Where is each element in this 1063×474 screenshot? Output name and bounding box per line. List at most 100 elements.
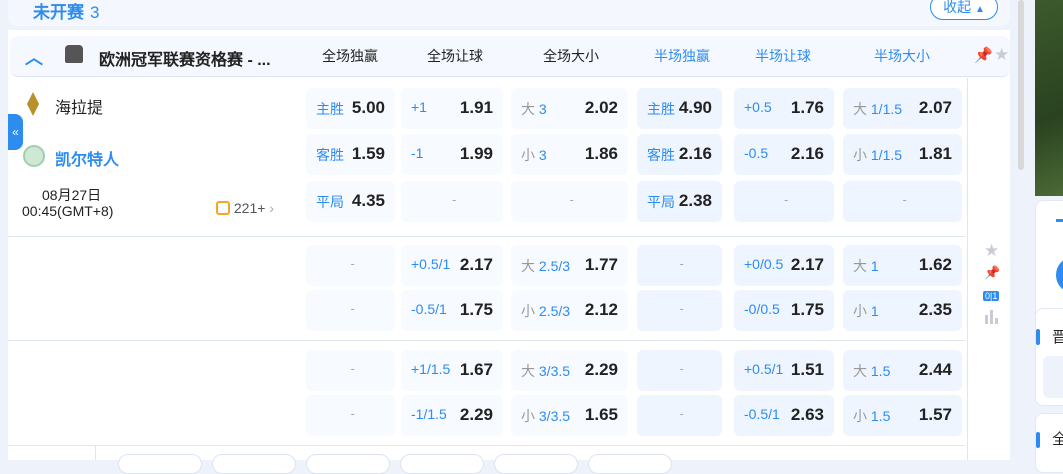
odds-cell[interactable]: 客胜 2.16 [637,134,722,175]
odds-value: 2.02 [584,98,618,117]
odds-cell[interactable]: 平局 4.35 [306,181,395,222]
odds-label: 小 1/1.5 [853,147,903,163]
odds-label: -0.5/1 [411,301,447,317]
collapse-button[interactable]: 收起 ▲ [930,0,998,20]
filter-pill[interactable] [494,454,578,474]
away-team-name[interactable]: 凯尔特人 [55,152,120,169]
odds-label: 小 1 [853,303,879,319]
odds-value: 2.12 [584,300,618,319]
filter-pill[interactable] [212,454,296,474]
panel-card-2: 全 [1035,413,1063,473]
odds-cell[interactable]: +0/0.5 2.17 [734,245,834,286]
panel-card-1: 晋 [1035,308,1063,406]
odds-label: 平局 [316,194,344,210]
odds-cell[interactable]: 小 1/1.5 1.81 [843,134,962,175]
odds-empty: - [784,192,789,207]
section-header [8,0,1010,26]
odds-cell[interactable]: 大 3/3.5 2.29 [511,350,628,391]
odds-value: 2.29 [459,405,493,424]
pin-icon[interactable]: 📌 [984,265,1001,280]
odds-empty: - [452,192,457,207]
section-count: 3 [90,3,100,22]
filter-pill[interactable] [400,454,484,474]
odds-value: 1.77 [584,255,618,274]
odds-value: 1.86 [584,144,618,163]
star-icon[interactable]: ★ [994,45,1010,64]
odds-cell[interactable]: 客胜 1.59 [306,134,395,175]
odds-cell[interactable]: -0.5/1 2.63 [734,395,834,436]
odds-cell[interactable]: 大 3 2.02 [511,88,628,129]
odds-cell[interactable]: +0.5 1.76 [734,88,834,129]
odds-cell[interactable]: +1 1.91 [401,88,503,129]
odds-cell[interactable]: 大 1 1.62 [843,245,962,286]
match-time: 00:45(GMT+8) [22,203,114,219]
col-header[interactable]: 半场独赢 [654,48,710,64]
odds-cell[interactable]: 小 2.5/3 2.12 [511,290,628,331]
pin-icon[interactable]: 📌 [974,47,993,64]
odds-cell[interactable]: -1 1.99 [401,134,503,175]
odds-cell[interactable]: -0/0.5 1.75 [734,290,834,331]
panel-title: 晋 [1052,329,1063,346]
odds-label: -0.5/1 [744,406,780,422]
odds-label: +1 [411,99,427,115]
odds-cell[interactable]: 主胜 5.00 [306,88,395,129]
odds-cell[interactable]: 小 1.5 1.57 [843,395,962,436]
filter-pill[interactable] [588,454,672,474]
odds-cell[interactable]: 大 1.5 2.44 [843,350,962,391]
odds-empty: - [350,301,355,316]
odds-empty: - [350,406,355,421]
away-team-logo [23,145,45,167]
odds-label: 客胜 [647,147,675,163]
odds-cell: - [843,181,962,222]
odds-cell[interactable]: -0.5/1 1.75 [401,290,503,331]
filter-pill[interactable] [118,454,202,474]
odds-cell[interactable]: 主胜 4.90 [637,88,722,129]
more-markets-link[interactable]: 221+ › [216,200,274,216]
odds-label: 大 3/3.5 [521,363,571,379]
scrollbar[interactable] [1018,0,1024,170]
col-header[interactable]: 半场让球 [755,48,811,64]
stats-bar-icon[interactable] [985,310,999,324]
odds-cell[interactable]: -0.5 2.16 [734,134,834,175]
odds-cell[interactable]: 平局 2.38 [637,181,722,222]
divider [967,78,968,460]
col-header: 全场独赢 [322,48,378,64]
odds-cell[interactable]: +1/1.5 1.67 [401,350,503,391]
odds-value: 2.17 [459,255,493,274]
odds-value: 2.07 [918,98,952,117]
odds-value: 2.16 [678,144,712,163]
odds-cell[interactable]: 小 1 2.35 [843,290,962,331]
star-icon[interactable]: ★ [984,241,1000,260]
odds-cell: - [637,350,722,391]
odds-label: +1/1.5 [411,361,451,377]
odds-label: -1 [411,145,424,161]
odds-label: 小 2.5/3 [521,303,571,319]
double-chevron-left-icon: « [12,125,19,139]
col-header[interactable]: 半场大小 [874,48,930,64]
odds-cell[interactable]: 大 1/1.5 2.07 [843,88,962,129]
divider [95,446,96,460]
odds-cell[interactable]: -1/1.5 2.29 [401,395,503,436]
league-header[interactable]: ︿ 欧洲冠军联赛资格赛 - ... 全场独赢 全场让球 全场大小 半场独赢 半场… [10,36,1010,77]
score-badge-icon[interactable]: 0|1 [983,291,1000,301]
odds-cell[interactable]: +0.5/1 2.17 [401,245,503,286]
chevron-up-icon[interactable]: ︿ [25,48,43,68]
odds-label: 主胜 [647,101,675,117]
odds-value: 1.59 [351,144,385,163]
odds-cell: - [637,245,722,286]
odds-cell[interactable]: 小 3/3.5 1.65 [511,395,628,436]
odds-cell[interactable]: 小 3 1.86 [511,134,628,175]
odds-value: 1.81 [918,144,952,163]
odds-cell[interactable]: +0.5/1 1.51 [734,350,834,391]
expand-sidebar-button[interactable]: « [8,114,23,150]
odds-cell[interactable]: 大 2.5/3 1.77 [511,245,628,286]
odds-label: 大 1/1.5 [853,101,903,117]
home-team-logo [27,92,39,116]
odds-label: 大 1 [853,258,879,274]
odds-value: 2.38 [678,191,712,210]
home-team-name: 海拉提 [55,100,104,117]
filter-pill[interactable] [306,454,390,474]
odds-value: 1.76 [790,98,824,117]
odds-empty: - [679,406,684,421]
odds-value: 1.91 [459,98,493,117]
